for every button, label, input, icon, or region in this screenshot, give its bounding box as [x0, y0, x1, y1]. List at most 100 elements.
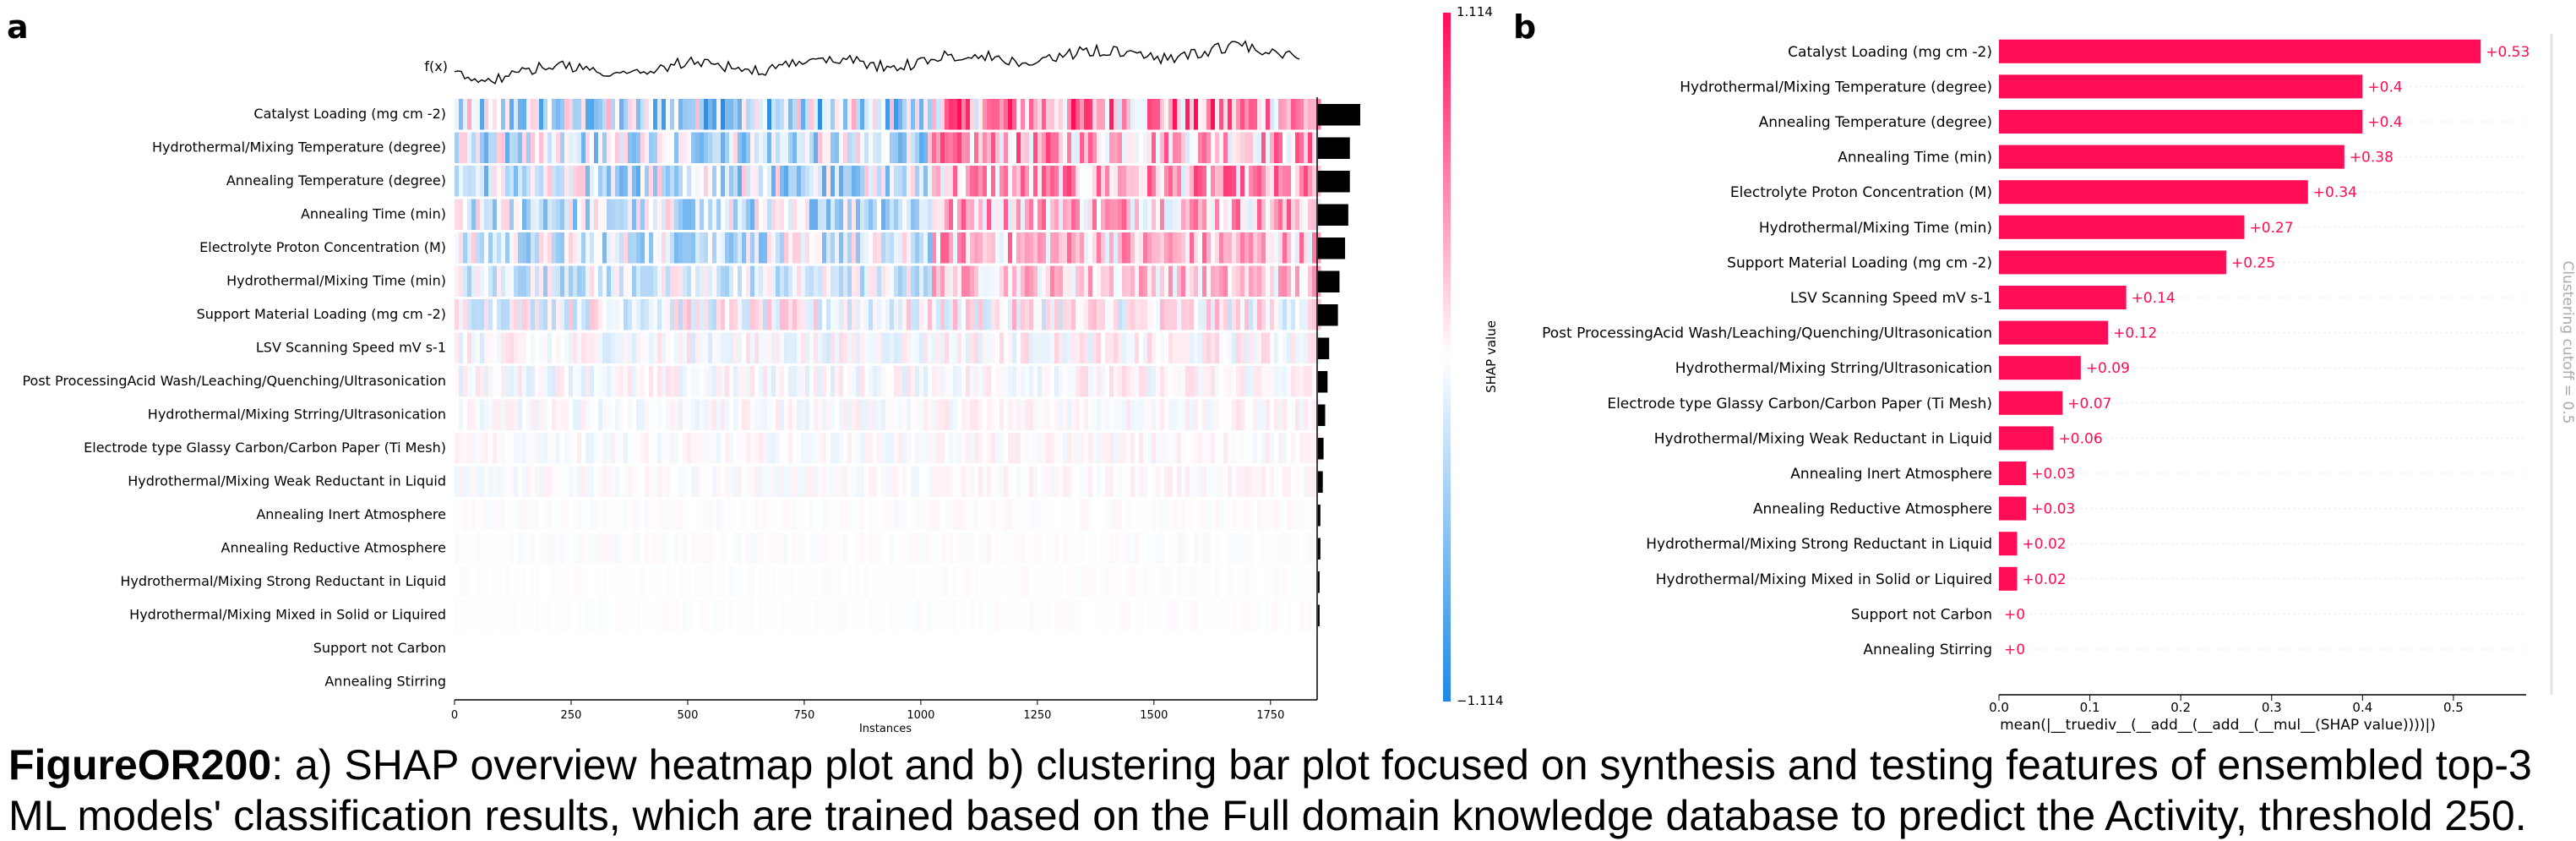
heatmap-cell — [949, 166, 954, 197]
heatmap-cell — [873, 500, 878, 531]
heatmap-cell — [615, 500, 620, 531]
heatmap-cell — [999, 599, 1005, 631]
heatmap-cell — [1152, 132, 1157, 163]
heatmap-cell — [1223, 433, 1228, 464]
heatmap-cell — [754, 332, 760, 363]
heatmap-cell — [902, 466, 907, 497]
heatmap-cell — [1012, 532, 1017, 564]
heatmap-cell — [776, 599, 781, 631]
heatmap-cell — [611, 633, 616, 664]
heatmap-cell — [847, 265, 852, 297]
heatmap-cell — [1109, 166, 1114, 197]
heatmap-cell — [556, 199, 561, 230]
heatmap-cell — [632, 666, 637, 697]
heatmap-cell — [1012, 466, 1017, 497]
heatmap-cell — [1283, 633, 1288, 664]
heatmap-cell — [1206, 500, 1212, 531]
heatmap-cell — [1257, 265, 1262, 297]
heatmap-cell — [716, 599, 722, 631]
heatmap-cell — [484, 166, 489, 197]
heatmap-cell — [1261, 199, 1266, 230]
heatmap-cell — [733, 566, 738, 598]
heatmap-cell — [983, 666, 988, 697]
heatmap-cell — [1054, 666, 1059, 697]
heatmap-cell — [649, 433, 654, 464]
heatmap-cell — [455, 199, 460, 230]
heatmap-cell — [459, 566, 464, 598]
heatmap-cell — [1147, 466, 1152, 497]
heatmap-cell — [923, 166, 929, 197]
heatmap-cell — [564, 199, 569, 230]
heatmap-cell — [1126, 666, 1131, 697]
heatmap-cell — [729, 332, 734, 363]
heatmap-cell — [1092, 132, 1097, 163]
heatmap-cell — [852, 132, 857, 163]
heatmap-cell — [936, 566, 941, 598]
heatmap-cell — [822, 232, 827, 264]
heatmap-cell — [890, 532, 895, 564]
heatmap-cell — [674, 399, 679, 430]
heatmap-cell — [649, 166, 654, 197]
heatmap-cell — [1219, 132, 1224, 163]
heatmap-cell — [594, 265, 599, 297]
heatmap-cell — [1004, 132, 1009, 163]
heatmap-cell — [1295, 199, 1300, 230]
heatmap-cell — [535, 166, 540, 197]
heatmap-cell — [1257, 599, 1262, 631]
heatmap-cell — [1274, 265, 1279, 297]
heatmap-cell — [970, 299, 975, 330]
heatmap-cell — [945, 666, 950, 697]
heatmap-cell — [1122, 166, 1127, 197]
heatmap-cell — [1219, 433, 1224, 464]
heatmap-cell — [940, 633, 945, 664]
heatmap-cell — [611, 132, 616, 163]
heatmap-cell — [1084, 299, 1089, 330]
heatmap-cell — [949, 466, 954, 497]
heatmap-cell — [797, 399, 802, 430]
heatmap-cell — [1232, 232, 1237, 264]
heatmap-cell — [590, 532, 595, 564]
heatmap-cell — [792, 132, 798, 163]
heatmap-cell — [1261, 399, 1266, 430]
heatmap-cell — [894, 265, 899, 297]
heatmap-cell — [653, 332, 658, 363]
heatmap-cell — [1253, 599, 1258, 631]
heatmap-cell — [1021, 299, 1026, 330]
heatmap-cell — [640, 166, 645, 197]
heatmap-cell — [535, 433, 540, 464]
heatmap-cell — [814, 299, 819, 330]
heatmap-cell — [649, 265, 654, 297]
heatmap-cell — [987, 666, 992, 697]
heatmap-cell — [1033, 566, 1038, 598]
heatmap-cell — [522, 265, 527, 297]
heatmap-cell — [683, 633, 688, 664]
heatmap-cell — [560, 166, 565, 197]
heatmap-cell — [611, 265, 616, 297]
heatmap-cell — [1088, 599, 1093, 631]
heatmap-cell — [539, 366, 544, 397]
heatmap-cell — [1050, 500, 1055, 531]
heatmap-cell — [1266, 132, 1271, 163]
heatmap-cell — [987, 566, 992, 598]
heatmap-cell — [480, 599, 485, 631]
heatmap-cell — [539, 399, 544, 430]
heatmap-cell — [649, 666, 654, 697]
heatmap-cell — [1168, 666, 1174, 697]
heatmap-cell — [1050, 332, 1055, 363]
heatmap-cell — [1304, 366, 1309, 397]
heatmap-cell — [476, 433, 481, 464]
panel-b-bar-chart: Catalyst Loading (mg cm -2)Hydrothermal/… — [1542, 34, 2576, 734]
heatmap-cell — [940, 433, 945, 464]
heatmap-cell — [788, 633, 793, 664]
heatmap-cell — [961, 265, 967, 297]
heatmap-cell — [704, 299, 709, 330]
heatmap-cell — [531, 433, 536, 464]
heatmap-cell — [890, 99, 895, 130]
heatmap-cell — [1016, 433, 1021, 464]
heatmap-cell — [1266, 366, 1271, 397]
heatmap-cell — [1173, 566, 1178, 598]
heatmap-cell — [653, 232, 658, 264]
heatmap-cell — [788, 332, 793, 363]
heatmap-cell — [459, 399, 464, 430]
heatmap-cell — [945, 265, 950, 297]
